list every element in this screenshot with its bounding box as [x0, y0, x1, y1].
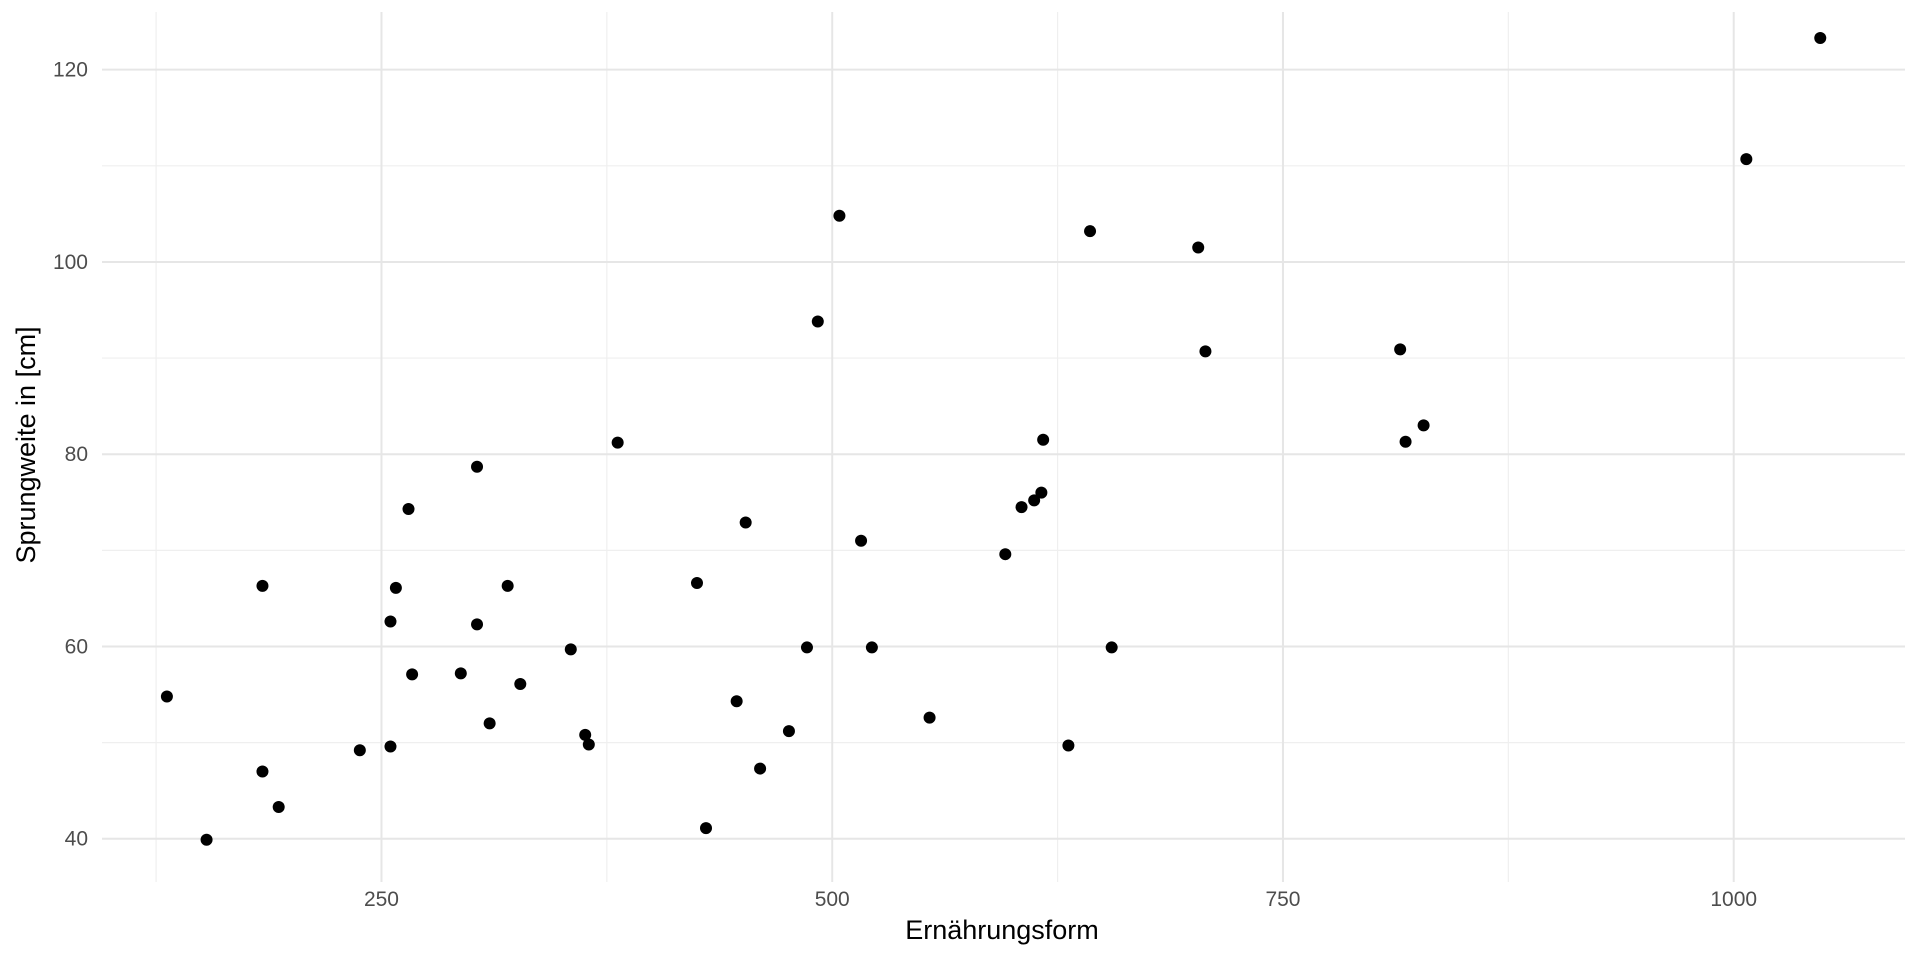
data-point	[690, 577, 703, 590]
data-point	[582, 738, 595, 751]
data-point	[256, 765, 269, 778]
data-points	[160, 31, 1827, 846]
x-tick-label: 250	[364, 888, 399, 911]
y-tick-label: 60	[65, 635, 88, 658]
data-point	[272, 801, 285, 814]
y-axis-title: Sprungweite in [cm]	[11, 326, 41, 563]
data-point	[611, 436, 624, 449]
data-point	[353, 744, 366, 757]
data-point	[1015, 501, 1028, 514]
data-point	[1192, 241, 1205, 254]
data-point	[384, 615, 397, 628]
data-point	[739, 516, 752, 529]
data-point	[1037, 433, 1050, 446]
data-point	[782, 725, 795, 738]
data-point	[1028, 494, 1041, 507]
data-point	[1199, 345, 1212, 358]
data-point	[256, 579, 269, 592]
data-point	[579, 728, 592, 741]
x-axis-title: Ernährungsform	[905, 915, 1099, 945]
x-tick-label: 500	[815, 888, 850, 911]
data-point	[160, 690, 173, 703]
data-point	[1105, 641, 1118, 654]
data-point	[800, 641, 813, 654]
data-point	[564, 643, 577, 656]
data-point	[1035, 486, 1048, 499]
data-point	[454, 667, 467, 680]
data-point	[1062, 739, 1075, 752]
data-point	[700, 822, 713, 835]
data-point	[1740, 153, 1753, 166]
data-point	[384, 740, 397, 753]
data-point	[855, 534, 868, 547]
data-point	[402, 503, 415, 516]
y-axis-tick-labels: 40 60 80 100 120	[53, 59, 88, 851]
data-point	[514, 677, 527, 690]
major-gridlines	[102, 12, 1905, 882]
y-tick-label: 100	[53, 251, 88, 274]
x-tick-label: 750	[1265, 888, 1300, 911]
y-tick-label: 120	[53, 59, 88, 82]
data-point	[1417, 419, 1430, 432]
data-point	[200, 833, 213, 846]
data-point	[471, 618, 484, 631]
data-point	[833, 209, 846, 222]
data-point	[811, 315, 824, 328]
data-point	[389, 581, 402, 594]
data-point	[1399, 435, 1412, 448]
x-tick-label: 1000	[1710, 888, 1757, 911]
data-point	[1814, 31, 1827, 44]
data-point	[865, 641, 878, 654]
data-point	[1084, 225, 1097, 238]
data-point	[999, 548, 1012, 561]
data-point	[730, 695, 743, 708]
data-point	[923, 711, 936, 724]
data-point	[406, 668, 419, 681]
data-point	[483, 717, 496, 730]
data-point	[501, 579, 514, 592]
y-tick-label: 80	[65, 443, 88, 466]
data-point	[754, 762, 767, 775]
data-point	[471, 460, 484, 473]
minor-gridlines	[102, 12, 1905, 882]
x-axis-tick-labels: 250 500 750 1000	[364, 888, 1757, 911]
y-tick-label: 40	[65, 828, 88, 851]
data-point	[1394, 343, 1407, 356]
